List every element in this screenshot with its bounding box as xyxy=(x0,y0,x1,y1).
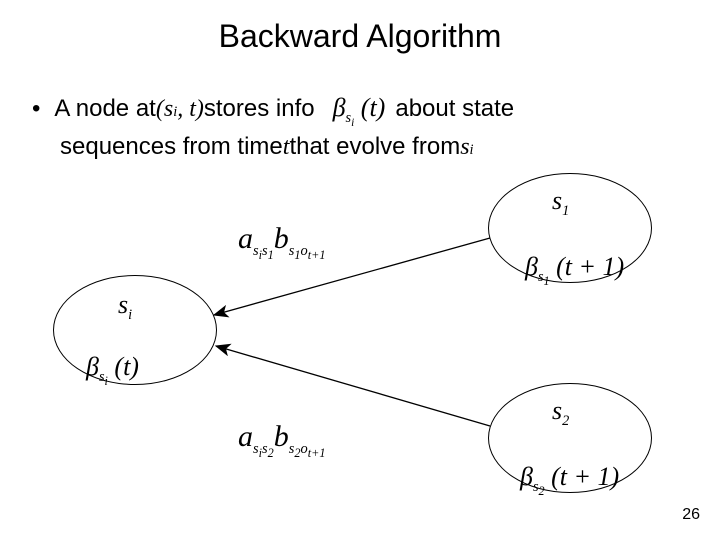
bullet-line2-s: s xyxy=(460,131,469,163)
bullet-pre: A node at xyxy=(54,93,155,125)
slide-title: Backward Algorithm xyxy=(0,18,720,55)
bullet-beta: β xyxy=(333,93,346,122)
bullet-line2-t: t xyxy=(283,131,290,163)
node-s1-label: s1 xyxy=(552,186,569,220)
bullet-post1: about state xyxy=(395,93,514,125)
bullet-line2b: that evolve from xyxy=(289,131,460,163)
bullet-line2-sub: i xyxy=(470,141,474,160)
formula-bottom: asis2bs2ot+1 xyxy=(238,420,325,461)
page-number: 26 xyxy=(682,506,700,524)
node-s2-label: s2 xyxy=(552,396,569,430)
bullet-text: • A node at (si , t) stores info βsi (t)… xyxy=(32,90,680,164)
bullet-dot: • xyxy=(32,93,40,125)
bullet-line2a: sequences from time xyxy=(60,131,283,163)
beta-si: βsi (t) xyxy=(86,352,139,389)
bullet-mid: stores info xyxy=(204,93,315,125)
beta-s1: βs1 (t + 1) xyxy=(525,252,624,289)
formula-top: asis1bs1ot+1 xyxy=(238,222,325,263)
bullet-si-open: (s xyxy=(156,93,173,125)
node-si-label: si xyxy=(118,290,132,324)
beta-s2: βs2 (t + 1) xyxy=(520,462,619,499)
bullet-si-close: , t) xyxy=(177,93,204,125)
